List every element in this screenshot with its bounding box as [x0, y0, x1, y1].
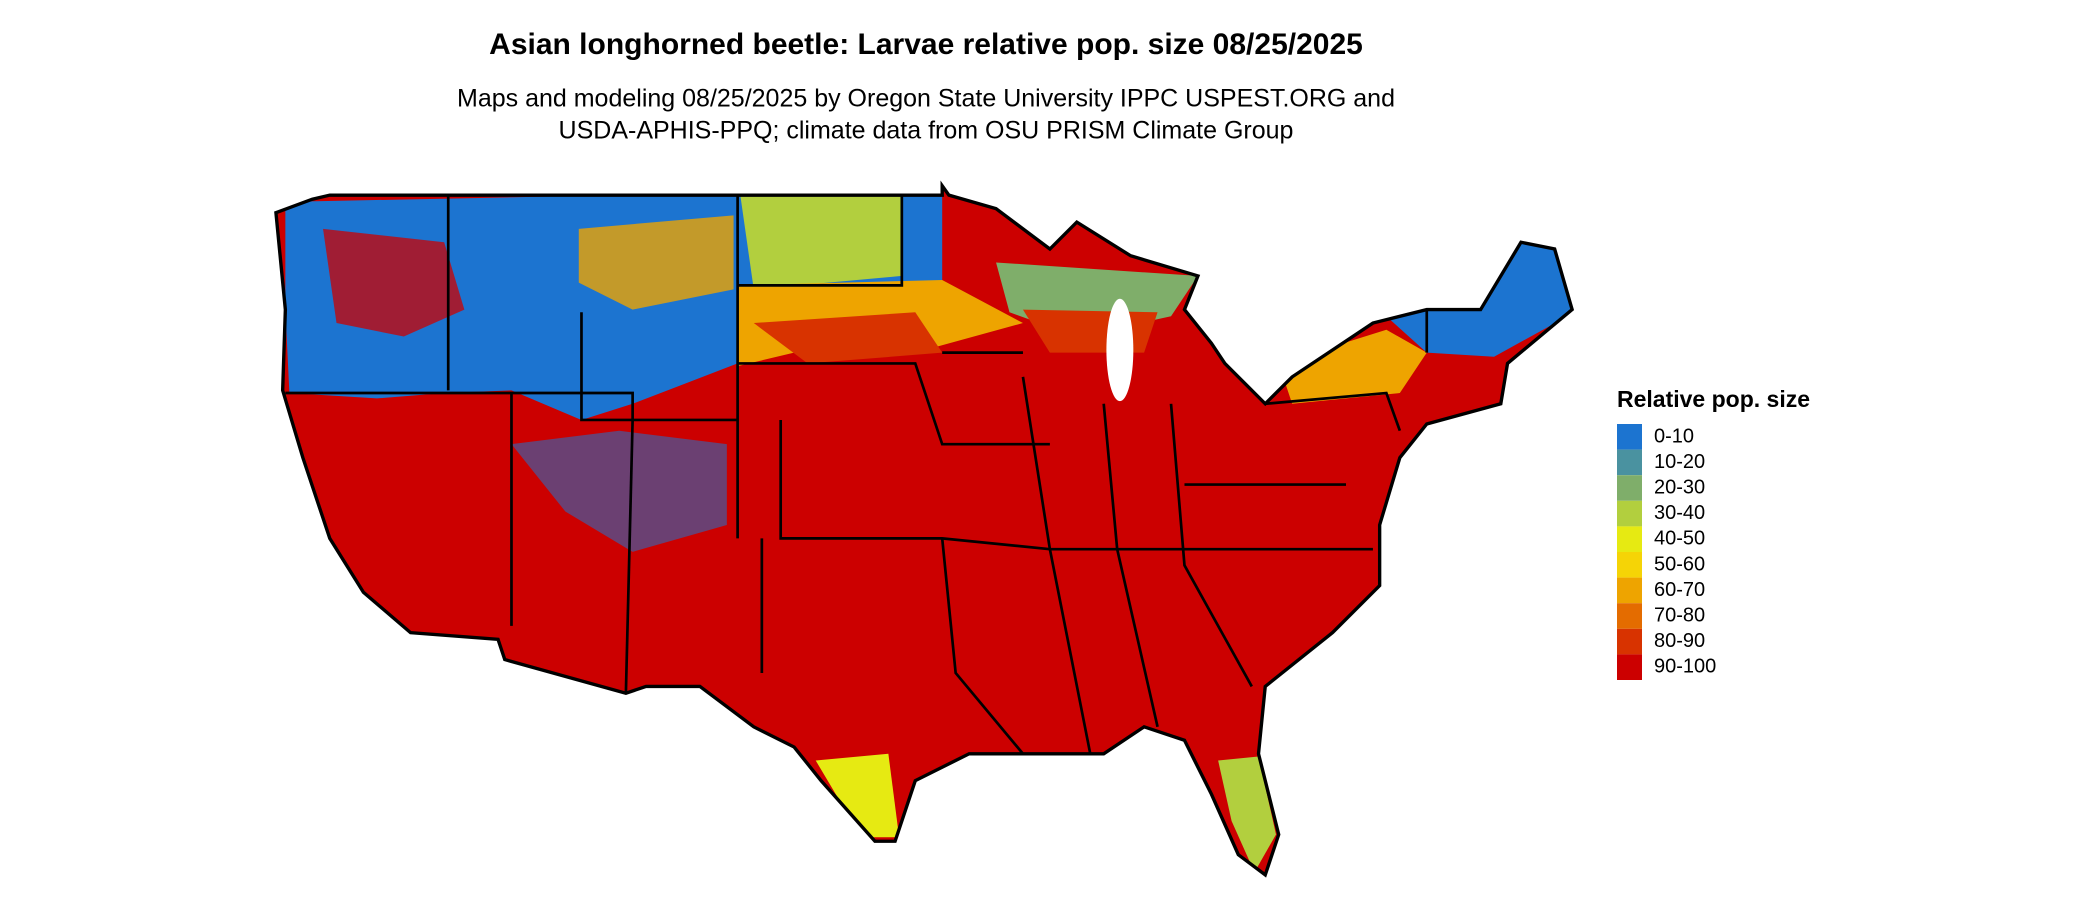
- legend-label: 10-20: [1654, 451, 1705, 473]
- map-region: [323, 228, 465, 337]
- map-region: [740, 195, 902, 290]
- map-subtitle: Maps and modeling 08/25/2025 by Oregon S…: [457, 85, 1395, 113]
- map-region: [815, 753, 900, 838]
- map-region: [578, 215, 734, 310]
- legend-label: 80-90: [1654, 630, 1705, 652]
- state-borders: [285, 195, 1429, 755]
- us-map: [274, 180, 1575, 878]
- legend-label: 0-10: [1654, 425, 1694, 447]
- legend-label: 50-60: [1654, 553, 1705, 575]
- legend-swatch: [1617, 475, 1642, 501]
- legend-swatch: [1617, 577, 1642, 604]
- legend-swatch: [1617, 526, 1642, 552]
- legend-label: 60-70: [1654, 579, 1705, 601]
- legend-swatch: [1617, 654, 1642, 680]
- map-title: Asian longhorned beetle: Larvae relative…: [489, 28, 1363, 61]
- legend-title: Relative pop. size: [1617, 386, 1810, 412]
- lake: [1106, 298, 1134, 402]
- map-region: [753, 312, 943, 364]
- legend-swatch: [1617, 552, 1642, 578]
- legend-label: 70-80: [1654, 604, 1705, 626]
- map-region: [1278, 329, 1427, 404]
- map-subtitle: USDA-APHIS-PPQ; climate data from OSU PR…: [559, 117, 1294, 145]
- legend: 0-10 10-20 20-30 30-40 40-50 50-60 60-70 70-80 8…: [1617, 424, 1716, 680]
- legend-swatch: [1617, 500, 1642, 527]
- legend-swatch: [1617, 449, 1642, 476]
- map-region: [511, 430, 727, 552]
- legend-label: 20-30: [1654, 476, 1705, 498]
- map-region: [1218, 756, 1277, 873]
- map-region: [1386, 239, 1573, 357]
- legend-label: 30-40: [1654, 502, 1705, 524]
- legend-swatch: [1617, 424, 1642, 450]
- legend-label: 90-100: [1654, 656, 1716, 678]
- legend-label: 40-50: [1654, 528, 1705, 550]
- legend-swatch: [1617, 603, 1642, 629]
- us-outline: [274, 180, 1575, 878]
- legend-swatch: [1617, 628, 1642, 655]
